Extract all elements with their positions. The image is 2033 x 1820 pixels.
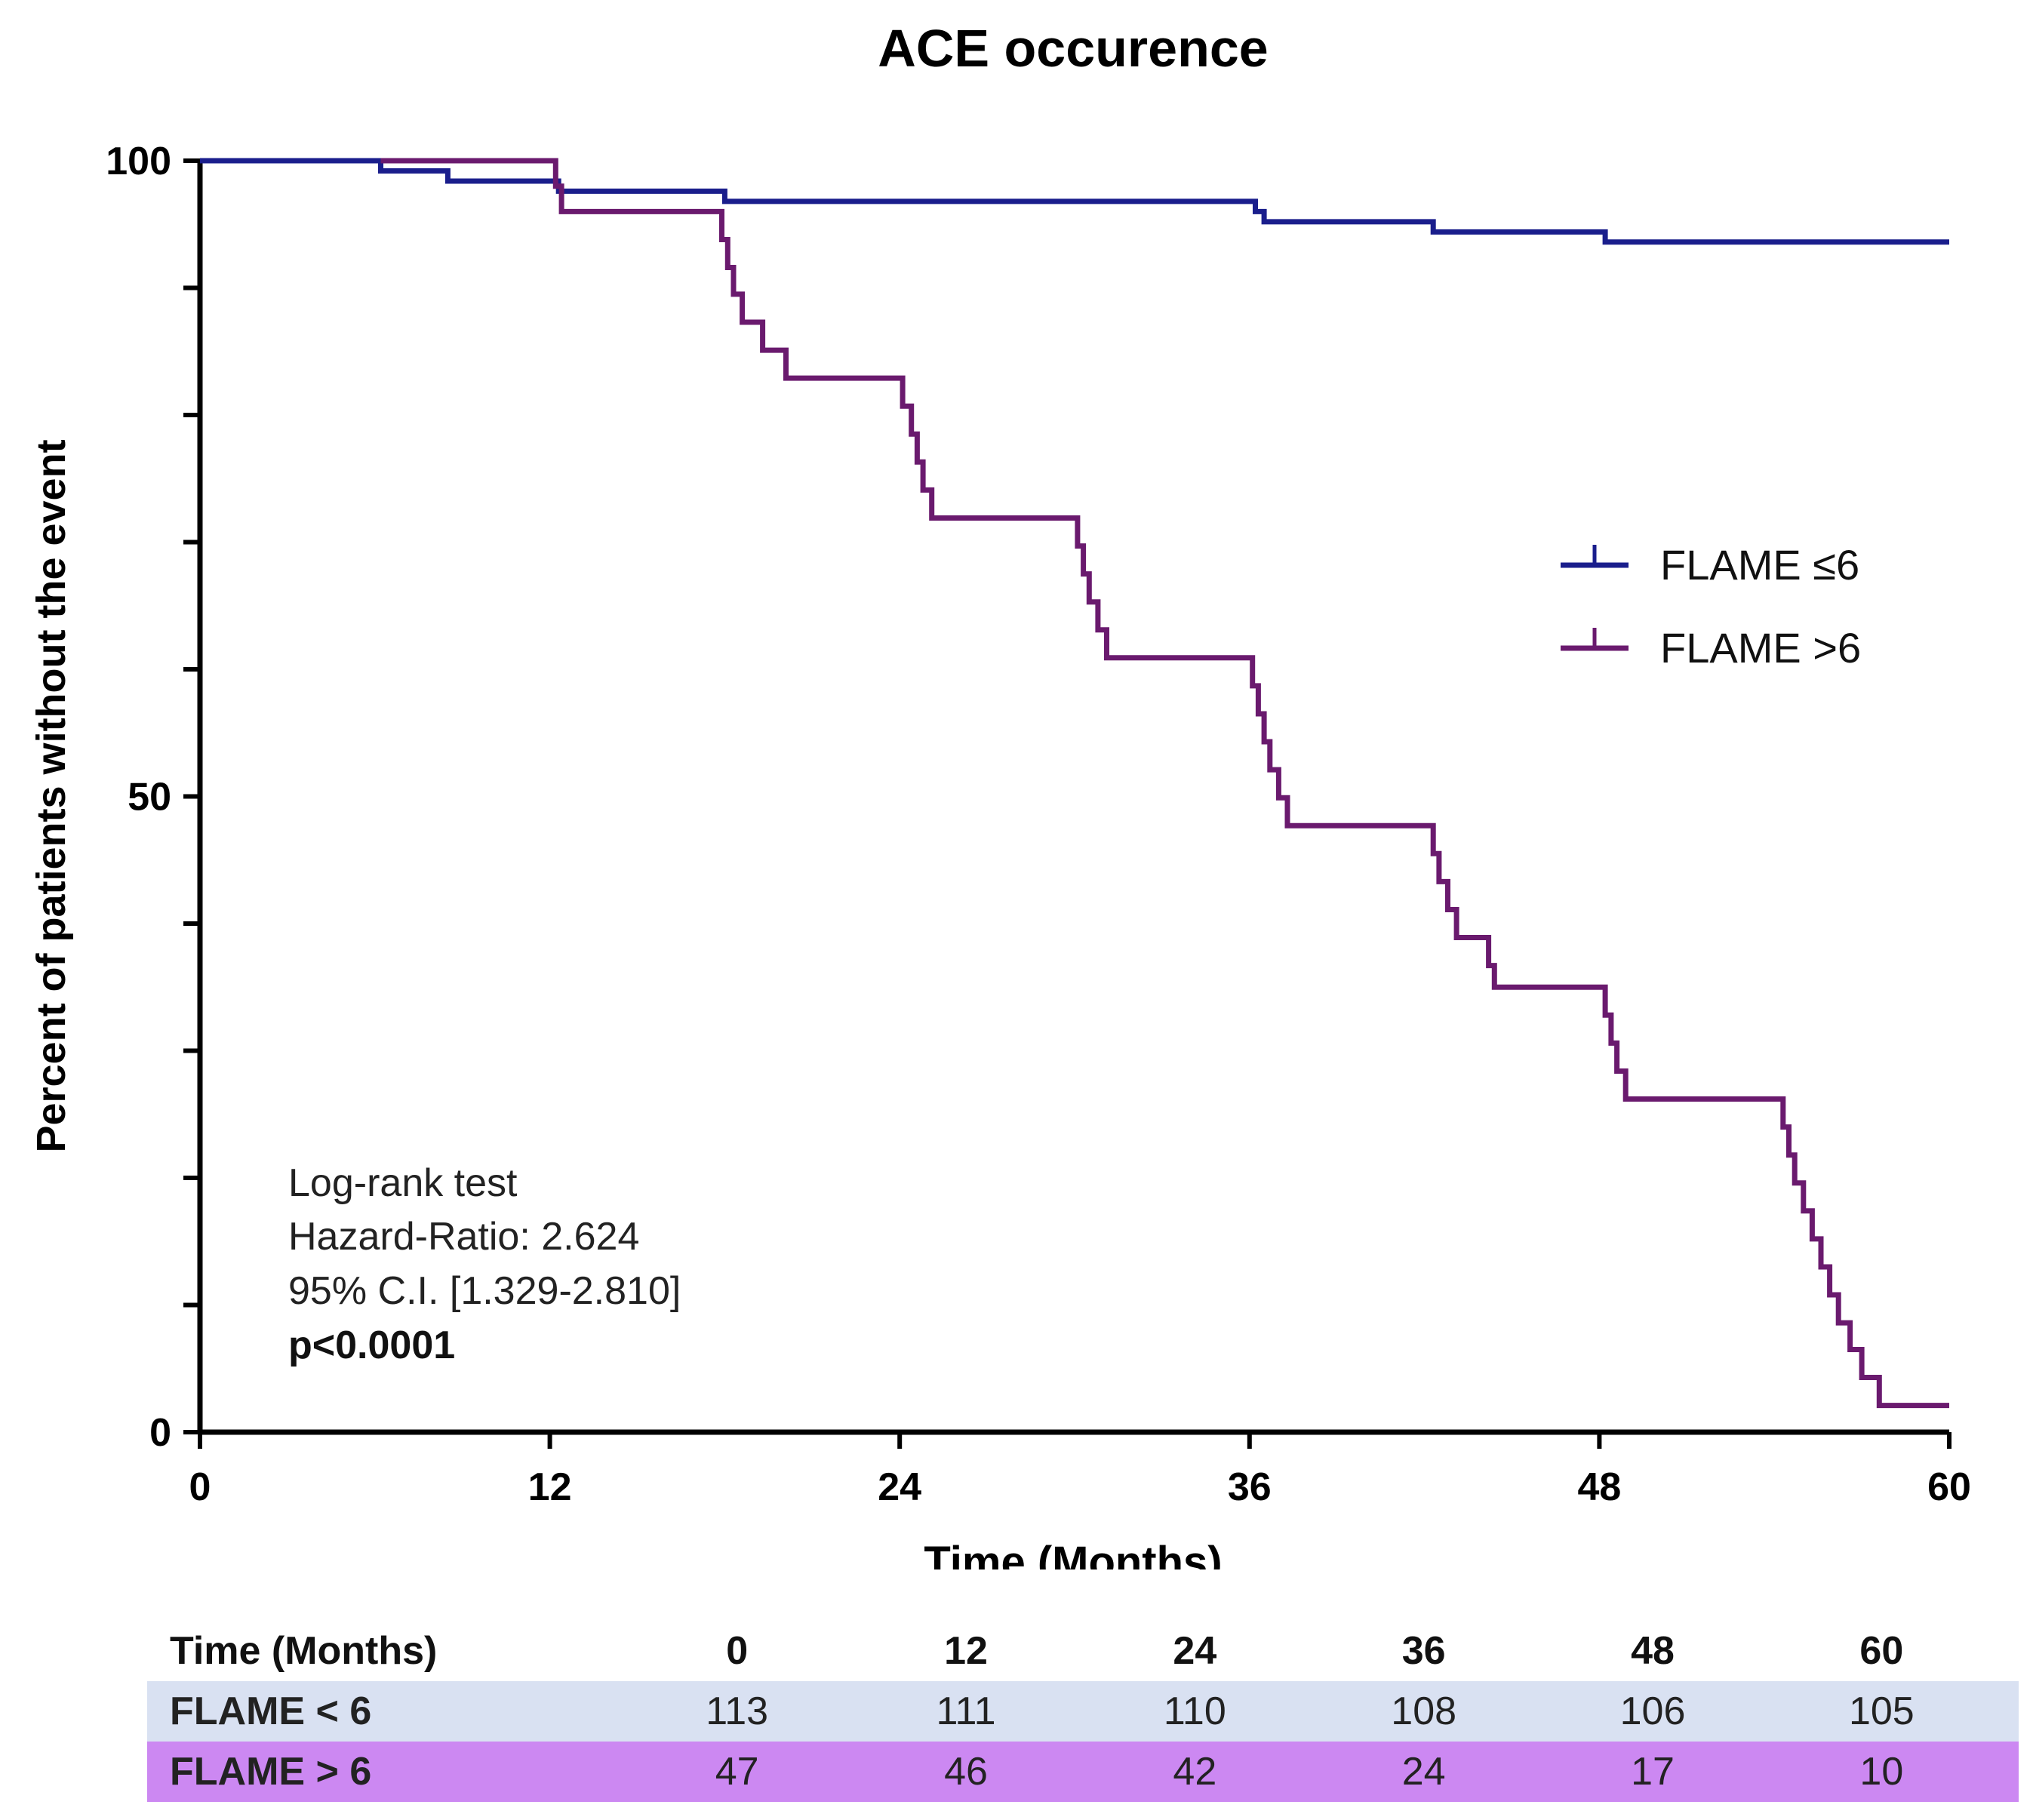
risk-table-cell: 113 [706, 1689, 769, 1733]
risk-table-cell: 105 [1848, 1689, 1915, 1733]
risk-table-cell: 42 [1173, 1750, 1217, 1794]
y-tick-label: 0 [149, 1411, 171, 1455]
risk-table-row-flame-gt-6: FLAME > 6 47 46 42 24 17 10 [147, 1742, 2019, 1802]
risk-table-row-label: FLAME < 6 [170, 1689, 372, 1733]
legend-label-flame-le-6: FLAME ≤6 [1660, 541, 1859, 589]
series-flame-le-6-line [200, 158, 1949, 245]
risk-table-cell: 46 [944, 1750, 988, 1794]
risk-table-time: 36 [1401, 1629, 1446, 1673]
x-tick-label: 24 [878, 1465, 921, 1509]
risk-table-cell: 108 [1391, 1689, 1457, 1733]
annotation-log-rank: Log-rank test [288, 1161, 518, 1205]
y-minor-ticks [183, 158, 200, 1434]
risk-table-header: Time (Months) 0 12 24 36 48 60 [147, 1621, 2019, 1681]
x-tick-label: 60 [1927, 1465, 1971, 1509]
risk-table-row-flame-le-6: FLAME < 6 113 111 110 108 106 105 [147, 1681, 2019, 1742]
stats-annotation: Log-rank test Hazard-Ratio: 2.624 95% C.… [288, 1161, 681, 1367]
risk-table-cell: 111 [936, 1689, 996, 1733]
annotation-p-value: p<0.0001 [288, 1323, 455, 1367]
legend-item-flame-gt-6: FLAME >6 [1561, 624, 1861, 672]
risk-table-cell: 10 [1859, 1750, 1904, 1794]
y-axis-label: Percent of patients without the event [29, 439, 74, 1152]
km-chart: ACE occurence Percent of patients withou… [29, 19, 1971, 1569]
risk-table: Time (Months) 0 12 24 36 48 60 FLAME < 6… [147, 1621, 2019, 1802]
risk-table-time: 12 [944, 1629, 988, 1673]
risk-table-time: 60 [1859, 1629, 1904, 1673]
series-flame-gt-6-line [380, 158, 1949, 1409]
risk-table-time: 24 [1173, 1629, 1217, 1673]
annotation-hazard-ratio: Hazard-Ratio: 2.624 [288, 1215, 639, 1259]
risk-table-cell: 106 [1619, 1689, 1686, 1733]
legend: FLAME ≤6 FLAME >6 [1561, 541, 1861, 672]
risk-table-time: 48 [1631, 1629, 1675, 1673]
risk-table-cell: 47 [715, 1750, 759, 1794]
y-tick-label: 50 [128, 776, 171, 819]
x-tick-label: 0 [189, 1465, 211, 1509]
risk-table-cell: 17 [1631, 1750, 1675, 1794]
risk-table-header-label: Time (Months) [170, 1629, 438, 1673]
risk-table-time: 0 [726, 1629, 749, 1673]
risk-table-cell: 24 [1401, 1750, 1446, 1794]
y-axis-title: Percent of patients without the event [29, 439, 74, 1152]
y-ticks: 0 50 100 [106, 140, 171, 1455]
legend-item-flame-le-6: FLAME ≤6 [1561, 541, 1859, 589]
x-axis-title: Time (Months) [924, 1538, 1222, 1569]
chart-title: ACE occurence [878, 19, 1268, 78]
x-ticks: 0 12 24 36 48 60 [189, 1432, 1971, 1509]
x-tick-label: 36 [1228, 1465, 1272, 1509]
x-tick-label: 48 [1577, 1465, 1621, 1509]
y-tick-label: 100 [106, 140, 171, 183]
legend-label-flame-gt-6: FLAME >6 [1660, 624, 1861, 672]
risk-table-row-label: FLAME > 6 [170, 1750, 372, 1794]
annotation-ci: 95% C.I. [1.329-2.810] [288, 1269, 681, 1313]
risk-table-cell: 110 [1163, 1689, 1226, 1733]
x-tick-label: 12 [528, 1465, 572, 1509]
